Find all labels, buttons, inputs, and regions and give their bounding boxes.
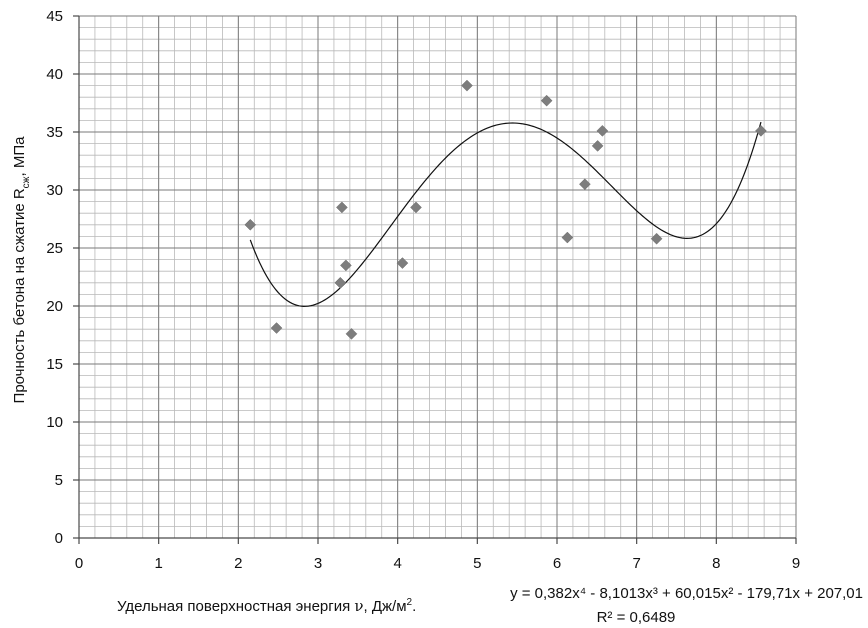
y-tick-label: 45	[46, 8, 63, 25]
data-point	[650, 232, 663, 245]
trendline-equation: y = 0,382x⁴ - 8,1013x³ + 60,015x² - 179,…	[510, 585, 863, 602]
y-tick-label: 40	[46, 66, 63, 83]
major-grid	[78, 15, 797, 539]
y-tick-label: 30	[46, 182, 63, 199]
y-axis-title-suffix: , МПа	[11, 136, 28, 177]
x-axis-title-prefix: Удельная поверхностная энергия	[117, 598, 354, 615]
data-point	[561, 231, 574, 244]
data-point	[244, 218, 257, 231]
data-points	[244, 79, 767, 340]
x-tick-label: 0	[75, 555, 83, 572]
y-tick-label: 20	[46, 298, 63, 315]
data-point	[336, 201, 348, 214]
chart-axes	[73, 15, 797, 544]
y-axis-title-sub: сж	[21, 176, 32, 188]
y-tick-label: 35	[46, 124, 63, 141]
data-point	[340, 259, 352, 272]
y-tick-label: 15	[46, 356, 63, 373]
data-point	[755, 124, 767, 137]
y-tick-label: 25	[46, 240, 63, 257]
data-point	[410, 201, 422, 214]
x-axis-title-sup: 2	[407, 597, 413, 608]
data-point	[579, 178, 591, 191]
x-tick-label: 3	[314, 555, 322, 572]
x-axis-title-end: .	[412, 598, 416, 615]
x-tick-label: 6	[553, 555, 561, 572]
data-point	[396, 257, 409, 269]
x-tick-label: 4	[393, 555, 401, 572]
x-tick-label: 1	[154, 555, 162, 572]
x-tick-label: 9	[792, 555, 800, 572]
y-tick-label: 5	[55, 472, 63, 489]
data-point	[270, 322, 283, 334]
x-axis-title-symbol: ν	[354, 597, 363, 615]
data-point	[345, 327, 358, 340]
data-point	[596, 124, 609, 137]
data-point	[591, 140, 604, 152]
x-axis-title-suffix: , Дж/м	[364, 598, 407, 615]
data-point	[461, 79, 473, 92]
trendline-layer	[249, 121, 762, 307]
r-squared: R² = 0,6489	[597, 609, 676, 626]
x-tick-label: 5	[473, 555, 481, 572]
x-tick-label: 8	[712, 555, 720, 572]
data-point	[334, 276, 347, 289]
data-point	[540, 94, 553, 107]
y-axis-title-prefix: Прочность бетона на сжатие R	[11, 188, 28, 403]
x-tick-label: 7	[632, 555, 640, 572]
y-tick-label: 0	[55, 530, 63, 547]
y-axis-title: Прочность бетона на сжатие Rсж, МПа	[11, 136, 32, 404]
x-axis-title: Удельная поверхностная энергия ν, Дж/м2.	[117, 597, 416, 615]
minor-grid	[78, 15, 797, 539]
polynomial-trendline	[249, 121, 762, 307]
x-tick-label: 2	[234, 555, 242, 572]
y-tick-label: 10	[46, 414, 63, 431]
